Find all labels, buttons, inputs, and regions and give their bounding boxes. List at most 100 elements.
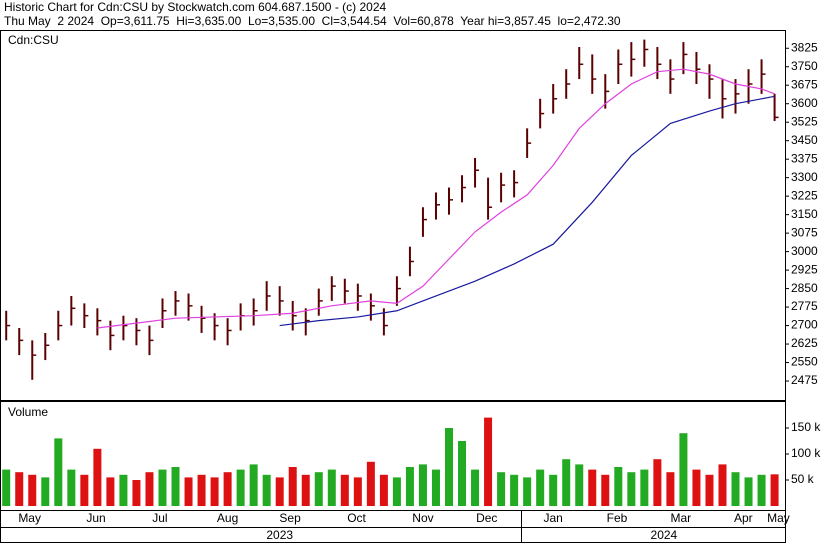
y-tick-label: 2925	[791, 262, 818, 276]
volume-bar	[288, 467, 297, 506]
volume-bar	[640, 469, 649, 506]
volume-bar	[366, 461, 375, 506]
volume-bar	[327, 469, 336, 506]
x-tick-label: Aug	[217, 511, 238, 525]
volume-bar	[575, 464, 584, 506]
volume-bar	[28, 474, 37, 506]
volume-bar	[275, 477, 284, 506]
volume-bar	[119, 474, 128, 506]
volume-bar	[249, 464, 258, 506]
volume-bar	[236, 469, 245, 506]
volume-bar	[705, 474, 714, 506]
volume-bar	[718, 464, 727, 506]
volume-bar	[627, 472, 636, 506]
volume-bar	[184, 477, 193, 506]
volume-bar	[588, 469, 597, 506]
y-tick-label: 3300	[791, 170, 818, 184]
y-tick-label: 3825	[791, 40, 818, 54]
y-tick-label: 3000	[791, 244, 818, 258]
volume-bar	[431, 469, 440, 506]
y-tick-label: 3450	[791, 133, 818, 147]
volume-bar	[392, 477, 401, 506]
volume-bar	[379, 474, 388, 506]
volume-bar	[497, 472, 506, 506]
y-tick-label: 3600	[791, 96, 818, 110]
volume-bar	[145, 472, 154, 506]
volume-bar	[744, 477, 753, 506]
volume-bar	[93, 448, 102, 506]
x-tick-label: Mar	[670, 511, 691, 525]
volume-bar	[314, 472, 323, 506]
x-tick-label: May	[18, 511, 41, 525]
volume-bar	[106, 477, 115, 506]
x-tick-label: Jul	[152, 511, 167, 525]
volume-bar	[353, 477, 362, 506]
volume-bar	[223, 472, 232, 506]
year-label: 2024	[651, 528, 678, 542]
moving-average	[279, 95, 775, 327]
volume-bar	[653, 459, 662, 506]
x-tick-label: Jan	[544, 511, 563, 525]
volume-label: Volume	[8, 405, 48, 419]
volume-bar	[301, 474, 310, 506]
x-tick-label: Oct	[347, 511, 366, 525]
volume-bar	[562, 459, 571, 506]
volume-bar	[549, 474, 558, 506]
price-panel	[0, 30, 786, 401]
y-tick-label: 3675	[791, 77, 818, 91]
x-tick-label: Apr	[734, 511, 753, 525]
y-tick-label: 50 k	[791, 472, 815, 486]
moving-average	[97, 68, 775, 329]
x-tick-label: Sep	[279, 511, 301, 525]
y-tick-label: 2475	[791, 373, 818, 387]
volume-bar	[15, 472, 24, 506]
y-tick-label: 2550	[791, 355, 818, 369]
y-tick-label: 3150	[791, 207, 818, 221]
volume-bar	[54, 438, 63, 506]
volume-bar	[770, 474, 779, 506]
y-tick-label: 3225	[791, 188, 818, 202]
x-tick-label: Feb	[607, 511, 628, 525]
volume-bar	[731, 472, 740, 506]
volume-bar	[536, 469, 545, 506]
volume-bar	[41, 477, 50, 506]
volume-bar	[262, 474, 271, 506]
volume-bar	[484, 417, 493, 506]
volume-bar	[458, 441, 467, 506]
x-tick-label: May	[767, 511, 790, 525]
volume-bar	[405, 467, 414, 506]
volume-bar	[614, 467, 623, 506]
volume-bar	[510, 474, 519, 506]
volume-bar	[692, 469, 701, 506]
header-line: Historic Chart for Cdn:CSU by Stockwatch…	[4, 0, 386, 14]
volume-bar	[80, 474, 89, 506]
volume-bar	[757, 474, 766, 506]
y-tick-label: 3525	[791, 114, 818, 128]
volume-bar	[679, 433, 688, 506]
volume-bar	[2, 469, 11, 506]
volume-bar	[171, 467, 180, 506]
volume-bar	[210, 477, 219, 506]
volume-bar	[471, 469, 480, 506]
volume-bar	[445, 428, 453, 506]
y-tick-label: 2775	[791, 299, 818, 313]
volume-bar	[523, 477, 532, 506]
x-tick-label: Jun	[86, 511, 105, 525]
header-line: Thu May 2 2024 Op=3,611.75 Hi=3,635.00 L…	[4, 14, 621, 28]
volume-bar	[666, 472, 675, 506]
y-tick-label: 100 k	[791, 446, 821, 460]
y-tick-label: 3075	[791, 225, 818, 239]
y-tick-label: 150 k	[791, 420, 821, 434]
y-tick-label: 3750	[791, 59, 818, 73]
y-tick-label: 2625	[791, 336, 818, 350]
volume-bar	[197, 474, 206, 506]
volume-bar	[601, 474, 610, 506]
y-tick-label: 3375	[791, 151, 818, 165]
volume-bar	[158, 469, 167, 506]
y-tick-label: 2700	[791, 318, 818, 332]
x-tick-label: Dec	[476, 511, 497, 525]
symbol-label: Cdn:CSU	[8, 33, 59, 47]
y-tick-label: 2850	[791, 281, 818, 295]
